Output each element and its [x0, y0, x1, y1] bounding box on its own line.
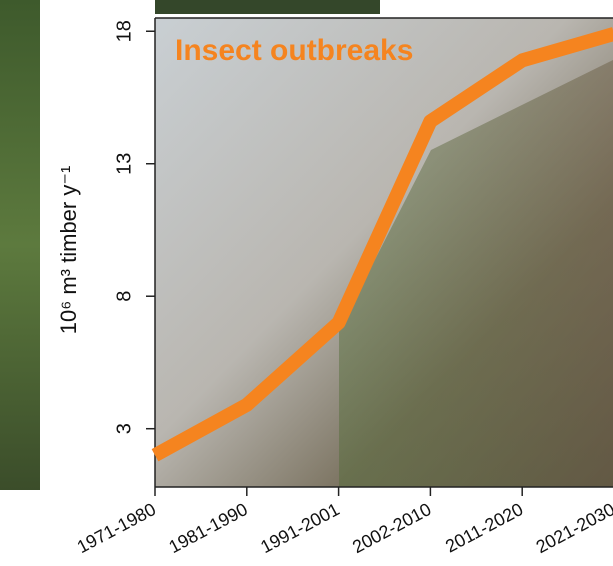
x-tick-label: 2021-2030: [533, 499, 613, 557]
x-tick-label: 1981-1990: [166, 499, 251, 557]
y-tick-label: 8: [113, 291, 135, 302]
y-tick-label: 3: [113, 423, 135, 434]
x-tick-label: 1971-1980: [74, 499, 159, 557]
y-tick-label: 18: [113, 20, 135, 42]
x-tick-label: 2002-2010: [349, 499, 434, 557]
y-axis-label: 10⁶ m³ timber y⁻¹: [56, 166, 81, 335]
chart: 10⁶ m³ timber y⁻¹ Insect outbreaks 3 8 13 1…: [0, 0, 613, 566]
x-tick-label: 1991-2001: [257, 499, 342, 557]
annotation: Insect outbreaks: [175, 34, 413, 67]
y-tick-label: 13: [113, 153, 135, 175]
x-tick-label: 2011-2020: [442, 499, 526, 556]
